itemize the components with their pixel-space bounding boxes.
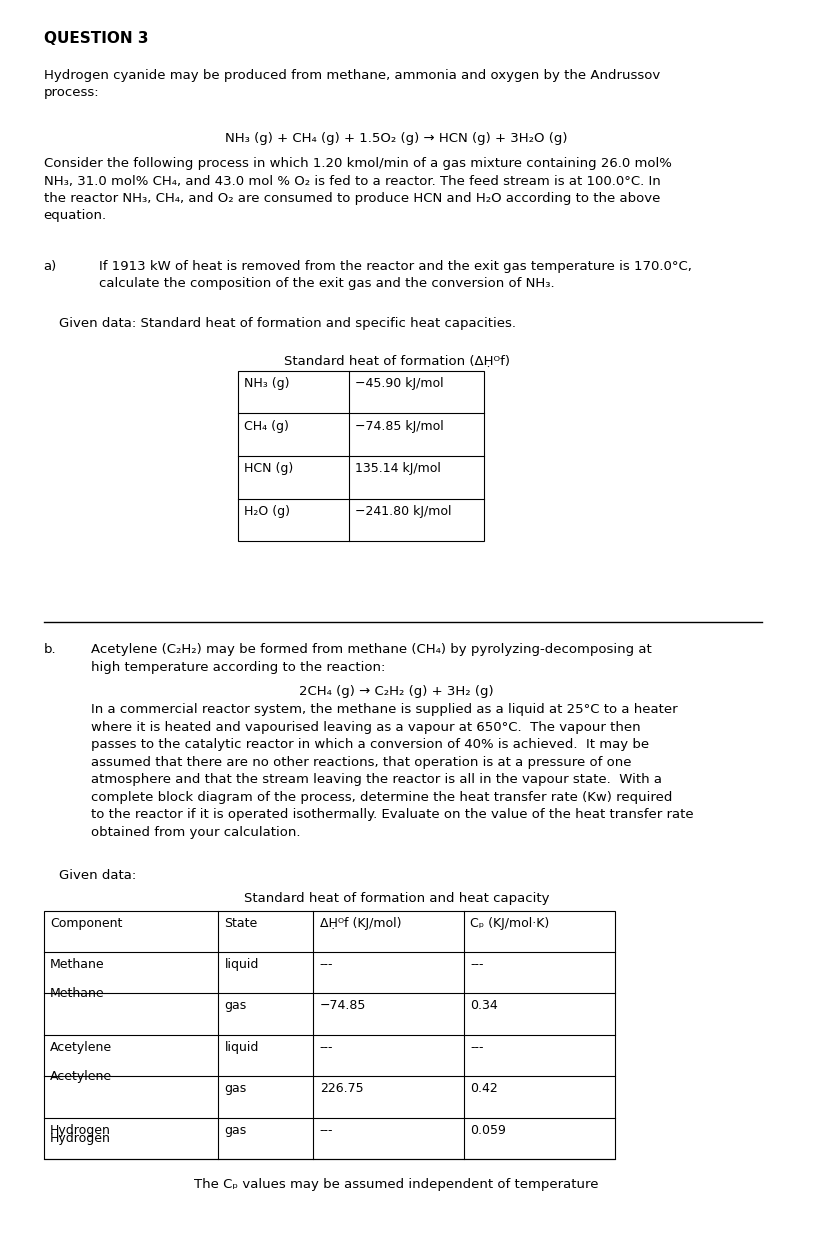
Text: Methane: Methane	[50, 958, 104, 971]
Text: 0.34: 0.34	[470, 1000, 498, 1012]
Text: ---: ---	[319, 1041, 332, 1054]
Text: Given data: Standard heat of formation and specific heat capacities.: Given data: Standard heat of formation a…	[60, 317, 516, 329]
Bar	[237, 371, 483, 541]
Text: 226.75: 226.75	[319, 1083, 363, 1095]
Text: −241.80 kJ/mol: −241.80 kJ/mol	[355, 505, 452, 517]
Text: ΔḤᴼf (KJ/mol): ΔḤᴼf (KJ/mol)	[319, 917, 401, 929]
Text: H₂O (g): H₂O (g)	[244, 505, 290, 517]
Text: ---: ---	[319, 1124, 332, 1137]
Text: QUESTION 3: QUESTION 3	[44, 31, 148, 46]
Text: 135.14 kJ/mol: 135.14 kJ/mol	[355, 462, 441, 475]
Text: In a commercial reactor system, the methane is supplied as a liquid at 25°C to a: In a commercial reactor system, the meth…	[91, 703, 693, 839]
Text: CH₄ (g): CH₄ (g)	[244, 420, 289, 432]
Text: Standard heat of formation (ΔḤᴼf): Standard heat of formation (ΔḤᴼf)	[284, 354, 509, 367]
Text: Hydrogen: Hydrogen	[50, 1132, 111, 1145]
Text: −74.85 kJ/mol: −74.85 kJ/mol	[355, 420, 443, 432]
Text: a): a)	[44, 260, 57, 273]
Text: Acetylene: Acetylene	[50, 1070, 112, 1083]
Text: −45.90 kJ/mol: −45.90 kJ/mol	[355, 377, 443, 389]
Text: ---: ---	[319, 958, 332, 971]
Text: 2CH₄ (g) → C₂H₂ (g) + 3H₂ (g): 2CH₄ (g) → C₂H₂ (g) + 3H₂ (g)	[299, 685, 494, 697]
Text: HCN (g): HCN (g)	[244, 462, 294, 475]
Text: gas: gas	[224, 1083, 246, 1095]
Text: −74.85: −74.85	[319, 1000, 366, 1012]
Text: gas: gas	[224, 1000, 246, 1012]
Text: Hydrogen cyanide may be produced from methane, ammonia and oxygen by the Andruss: Hydrogen cyanide may be produced from me…	[44, 69, 659, 99]
Text: ---: ---	[470, 1041, 483, 1054]
Bar	[44, 911, 614, 1159]
Text: State: State	[224, 917, 257, 929]
Text: liquid: liquid	[224, 1041, 259, 1054]
Text: If 1913 kW of heat is removed from the reactor and the exit gas temperature is 1: If 1913 kW of heat is removed from the r…	[99, 260, 691, 290]
Text: gas: gas	[224, 1124, 246, 1137]
Text: 0.42: 0.42	[470, 1083, 498, 1095]
Text: Hydrogen: Hydrogen	[50, 1124, 111, 1137]
Text: Component: Component	[50, 917, 122, 929]
Text: Consider the following process in which 1.20 kmol/min of a gas mixture containin: Consider the following process in which …	[44, 157, 671, 222]
Text: Acetylene: Acetylene	[50, 1041, 112, 1054]
Text: b.: b.	[44, 643, 56, 656]
Text: ---: ---	[470, 958, 483, 971]
Text: NH₃ (g) + CH₄ (g) + 1.5O₂ (g) → HCN (g) + 3H₂O (g): NH₃ (g) + CH₄ (g) + 1.5O₂ (g) → HCN (g) …	[225, 132, 567, 144]
Text: 0.059: 0.059	[470, 1124, 505, 1137]
Text: liquid: liquid	[224, 958, 259, 971]
Text: The Cₚ values may be assumed independent of temperature: The Cₚ values may be assumed independent…	[194, 1178, 598, 1191]
Text: Given data:: Given data:	[60, 869, 136, 882]
Text: Cₚ (KJ/mol·K): Cₚ (KJ/mol·K)	[470, 917, 549, 929]
Text: Standard heat of formation and heat capacity: Standard heat of formation and heat capa…	[244, 892, 549, 904]
Text: Acetylene (C₂H₂) may be formed from methane (CH₄) by pyrolyzing-decomposing at
h: Acetylene (C₂H₂) may be formed from meth…	[91, 643, 651, 673]
Text: NH₃ (g): NH₃ (g)	[244, 377, 289, 389]
Text: Methane: Methane	[50, 987, 104, 1000]
